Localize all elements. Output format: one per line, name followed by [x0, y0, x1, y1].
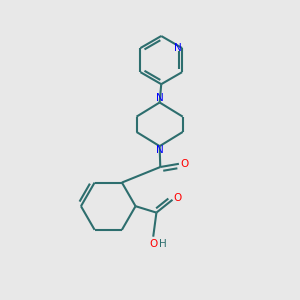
Text: N: N [156, 145, 164, 155]
Text: O: O [181, 159, 189, 169]
Text: N: N [174, 43, 182, 53]
Text: O: O [173, 193, 182, 203]
Text: H: H [159, 239, 167, 249]
Text: N: N [156, 93, 164, 103]
Text: O: O [149, 239, 158, 249]
